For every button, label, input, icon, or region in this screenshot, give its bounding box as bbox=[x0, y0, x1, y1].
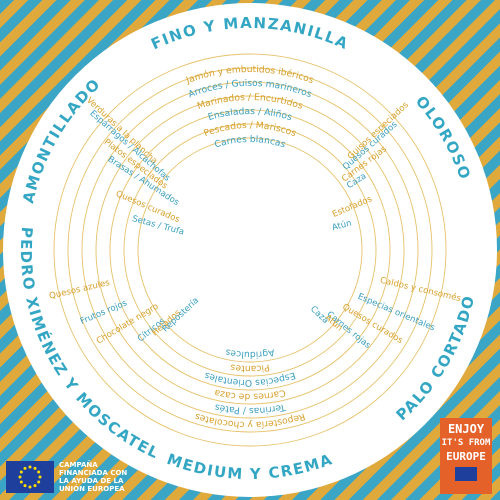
eu-text-line: LA AYUDA DE LA bbox=[59, 477, 124, 485]
eu-flag-icon bbox=[6, 461, 54, 493]
eu-star-icon bbox=[33, 466, 37, 470]
eu-funding-text: CAMPAÑA FINANCIADA CON LA AYUDA DE LA UN… bbox=[59, 461, 127, 493]
enjoy-logo-line: EUROPE bbox=[446, 450, 486, 463]
guide-ring bbox=[95, 95, 405, 405]
enjoy-logo-line: ENJOY bbox=[447, 422, 485, 436]
pairing-item-fino: Carnes blancas bbox=[213, 134, 287, 151]
eu-star-icon bbox=[37, 480, 41, 484]
pairing-item-medium: Terrinas / Patés bbox=[214, 401, 288, 416]
eu-star-icon bbox=[23, 484, 27, 488]
eu-text-line: UNIÓN EUROPEA bbox=[59, 485, 125, 493]
guide-ring bbox=[81, 81, 419, 419]
eu-star-icon bbox=[19, 470, 23, 474]
enjoy-logo-line: IT'S FROM bbox=[441, 438, 491, 448]
eu-star-icon bbox=[19, 480, 23, 484]
pairing-item-medium: Carnes de caza bbox=[213, 387, 286, 402]
eu-funding-badge: CAMPAÑA FINANCIADA CON LA AYUDA DE LA UN… bbox=[6, 458, 146, 496]
eu-star-icon bbox=[28, 485, 32, 489]
eu-star-icon bbox=[38, 475, 42, 479]
eu-text-line: FINANCIADA CON bbox=[59, 469, 128, 477]
guide-ring bbox=[53, 53, 447, 447]
guide-ring bbox=[109, 109, 391, 391]
eu-star-icon bbox=[33, 484, 37, 488]
eu-star-icon bbox=[18, 475, 22, 479]
eu-text-line: CAMPAÑA bbox=[59, 461, 98, 469]
guide-ring bbox=[137, 137, 363, 363]
mini-eu-flag-icon bbox=[455, 467, 477, 481]
guide-ring bbox=[123, 123, 377, 377]
eu-star-icon bbox=[37, 470, 41, 474]
eu-star-icon bbox=[23, 466, 27, 470]
enjoy-europe-logo: ENJOY IT'S FROM EUROPE bbox=[440, 418, 492, 494]
wheel-disc bbox=[3, 3, 497, 497]
guide-ring bbox=[67, 67, 433, 433]
eu-star-icon bbox=[28, 465, 32, 469]
pairing-item-medium: Picantes bbox=[230, 361, 271, 374]
pairing-item-medium: Agridulces bbox=[224, 346, 275, 360]
pairing-item-oloroso: Atún bbox=[331, 218, 353, 233]
